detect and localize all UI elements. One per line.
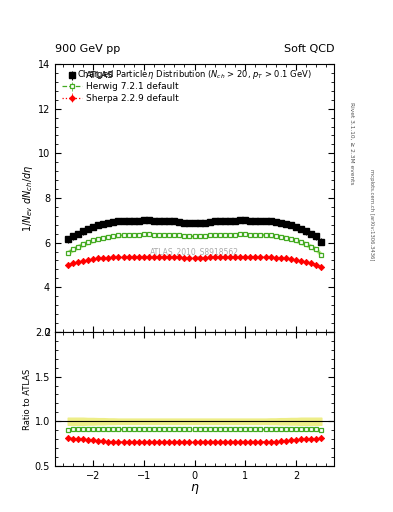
Text: mcplots.cern.ch [arXiv:1306.3436]: mcplots.cern.ch [arXiv:1306.3436] [369,169,374,261]
Text: Soft QCD: Soft QCD [284,44,334,54]
Legend: ATLAS, Herwig 7.2.1 default, Sherpa 2.2.9 default: ATLAS, Herwig 7.2.1 default, Sherpa 2.2.… [59,69,181,105]
Text: Rivet 3.1.10, ≥ 2.3M events: Rivet 3.1.10, ≥ 2.3M events [349,102,354,185]
X-axis label: $\eta$: $\eta$ [190,482,199,496]
Text: 900 GeV pp: 900 GeV pp [55,44,120,54]
Text: ATLAS_2010_S8918562: ATLAS_2010_S8918562 [150,247,239,256]
Y-axis label: $1/N_{ev}\ dN_{ch}/d\eta$: $1/N_{ev}\ dN_{ch}/d\eta$ [21,164,35,232]
Y-axis label: Ratio to ATLAS: Ratio to ATLAS [23,368,32,430]
Text: Charged Particle$\,\eta$ Distribution ($N_{ch}$ > 20, $p_T$ > 0.1 GeV): Charged Particle$\,\eta$ Distribution ($… [77,68,312,81]
